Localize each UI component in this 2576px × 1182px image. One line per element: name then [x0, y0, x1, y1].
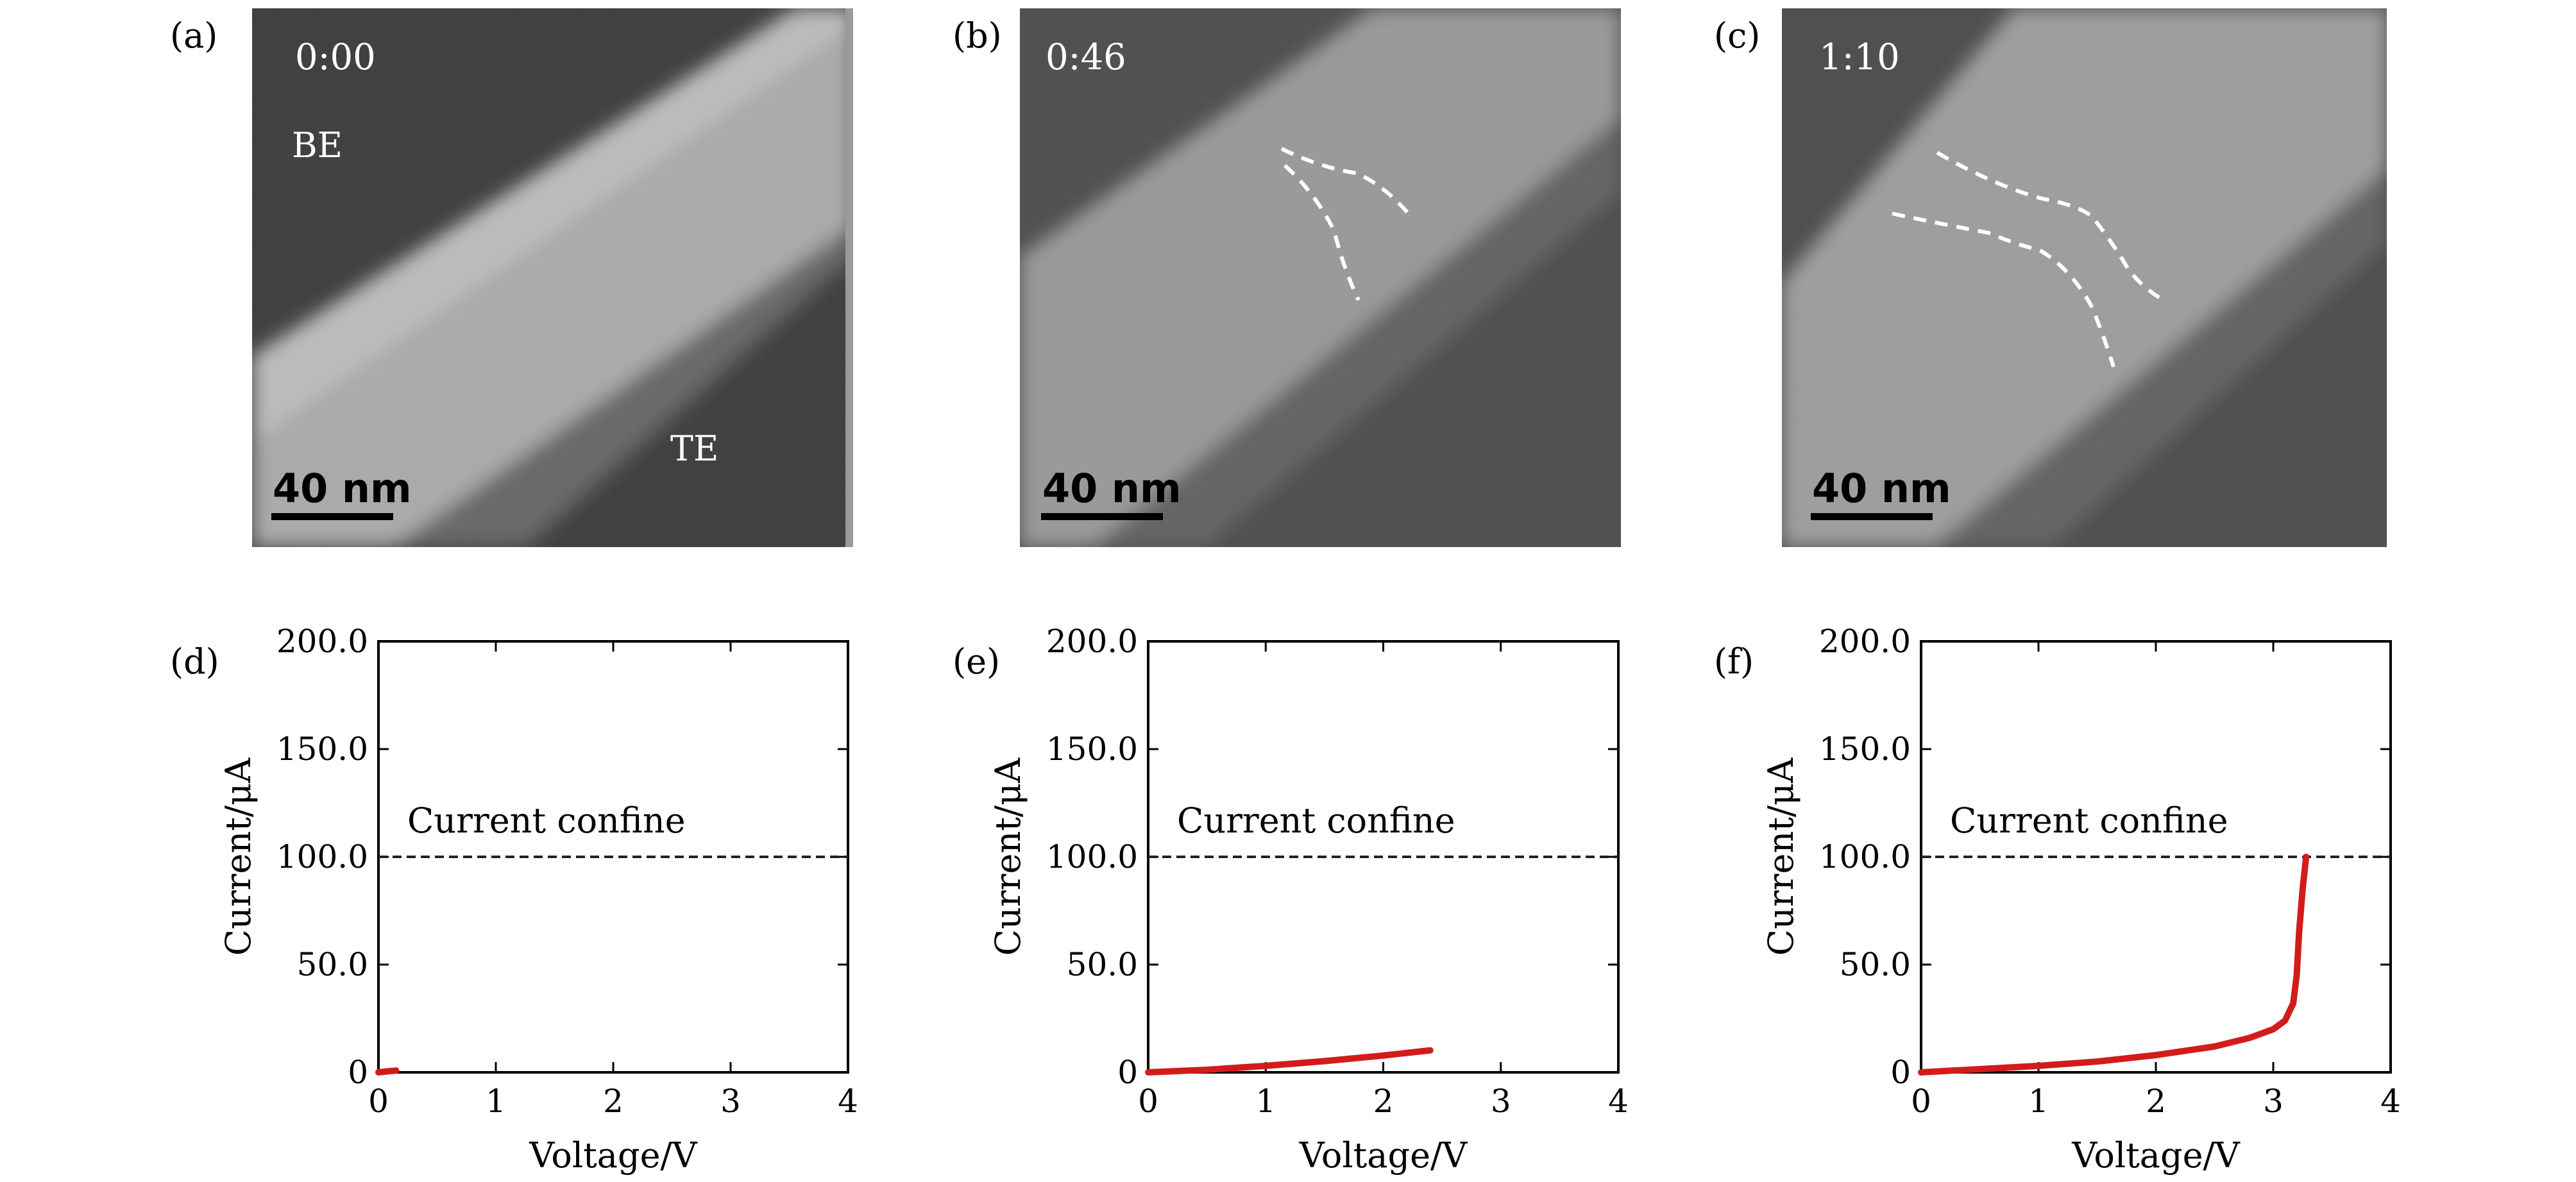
- dashed-trace-c: [1892, 151, 2162, 367]
- x-tick-label: 1: [2028, 1083, 2049, 1120]
- y-axis-title: Current/μA: [988, 757, 1028, 956]
- y-tick-label: 200.0: [276, 623, 368, 660]
- time-stamp-a: 0:00: [295, 37, 376, 78]
- tem-panel-a: (a) 0:00 BE TE 40 nm: [170, 8, 853, 547]
- x-axis-title: Voltage/V: [2071, 1135, 2240, 1176]
- y-axis-title: Current/μA: [218, 757, 258, 956]
- current-confine-label: Current confine: [407, 800, 686, 841]
- scale-bar-label-b: 40 nm: [1042, 465, 1182, 512]
- x-tick-label: 4: [2380, 1083, 2401, 1120]
- x-tick-label: 3: [2263, 1083, 2284, 1120]
- x-tick-label: 4: [838, 1083, 858, 1120]
- tem-panel-c: (c) 1:10 40 nm: [1714, 8, 2387, 547]
- time-stamp-c: 1:10: [1819, 37, 1900, 78]
- y-tick-label: 50.0: [1067, 946, 1138, 983]
- scale-bar-label-a: 40 nm: [273, 465, 412, 512]
- y-tick-label: 50.0: [1840, 946, 1911, 983]
- panel-letter-c: (c): [1714, 15, 1760, 56]
- y-tick-label: 100.0: [1819, 838, 1911, 875]
- time-stamp-b: 0:46: [1046, 37, 1126, 78]
- x-tick-label: 0: [368, 1083, 389, 1120]
- scale-bar-c: [1811, 513, 1933, 520]
- y-tick-label: 150.0: [1046, 730, 1138, 768]
- y-tick-label: 0: [348, 1054, 368, 1091]
- y-tick-label: 0: [1117, 1054, 1138, 1091]
- y-tick-label: 200.0: [1046, 623, 1138, 660]
- x-tick-label: 1: [1255, 1083, 1276, 1120]
- x-tick-label: 4: [1608, 1083, 1629, 1120]
- panel-letter: (e): [953, 641, 1000, 682]
- scale-bar-b: [1041, 513, 1163, 520]
- y-tick-label: 100.0: [1046, 838, 1138, 875]
- bottom-electrode-label: BE: [292, 125, 343, 165]
- dashed-trace-b: [1280, 147, 1413, 301]
- x-tick-label: 0: [1911, 1083, 1931, 1120]
- x-tick-label: 3: [1491, 1083, 1511, 1120]
- x-tick-label: 0: [1138, 1083, 1158, 1120]
- y-tick-label: 50.0: [297, 946, 368, 983]
- iv-curve: [375, 1067, 400, 1076]
- x-tick-label: 2: [2146, 1083, 2166, 1120]
- tem-image-c: [1782, 8, 2387, 547]
- scale-bar-a: [271, 513, 393, 520]
- iv-curve: [1145, 1047, 1434, 1076]
- y-tick-label: 0: [1890, 1054, 1911, 1091]
- panel-letter-b: (b): [953, 15, 1002, 56]
- x-axis-title: Voltage/V: [1299, 1135, 1468, 1176]
- x-tick-label: 2: [1373, 1083, 1394, 1120]
- tem-image-b: [1020, 8, 1621, 547]
- current-confine-label: Current confine: [1177, 800, 1455, 841]
- y-tick-label: 150.0: [1819, 730, 1911, 768]
- x-tick-label: 2: [603, 1083, 623, 1120]
- panel-letter: (d): [170, 641, 219, 682]
- tem-image-a: [252, 8, 853, 547]
- tem-panel-b: (b) 0:46 40 nm: [953, 8, 1621, 547]
- current-confine-label: Current confine: [1950, 800, 2228, 841]
- panel-letter-a: (a): [170, 15, 217, 56]
- x-tick-label: 3: [720, 1083, 741, 1120]
- y-tick-label: 150.0: [276, 730, 368, 768]
- top-electrode-label: TE: [670, 428, 718, 469]
- iv-chart-0: (d) 0 50.0 100.0 150.0 200.0 0 1 2 3 4 Voltage/V Cur…: [170, 623, 858, 1176]
- iv-curve: [1918, 854, 2310, 1076]
- iv-chart-1: (e) 0 50.0 100.0 150.0 200.0 0 1 2 3 4 Voltage/V Cur…: [953, 623, 1629, 1176]
- iv-chart-2: (f) 0 50.0 100.0 150.0 200.0 0 1 2 3 4 Voltage/V Cur…: [1714, 623, 2401, 1176]
- panel-letter: (f): [1714, 641, 1754, 682]
- y-axis-title: Current/μA: [1761, 757, 1801, 956]
- x-axis-title: Voltage/V: [529, 1135, 697, 1176]
- y-tick-label: 200.0: [1819, 623, 1911, 660]
- x-tick-label: 1: [486, 1083, 506, 1120]
- scale-bar-label-c: 40 nm: [1812, 465, 1951, 512]
- y-tick-label: 100.0: [276, 838, 368, 875]
